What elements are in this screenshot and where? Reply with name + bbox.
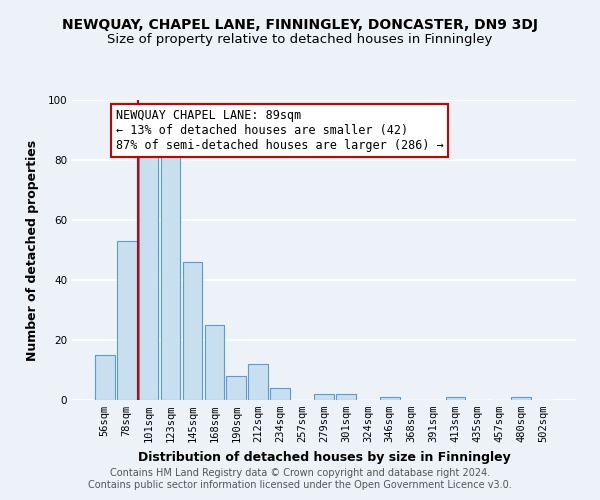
Y-axis label: Number of detached properties: Number of detached properties: [26, 140, 39, 360]
Bar: [511, 397, 531, 400]
Bar: [95, 355, 115, 400]
Bar: [248, 364, 268, 400]
Bar: [205, 325, 224, 400]
Bar: [446, 397, 466, 400]
Bar: [182, 262, 202, 400]
Bar: [139, 157, 158, 400]
Bar: [117, 241, 137, 400]
Text: Contains HM Land Registry data © Crown copyright and database right 2024.
Contai: Contains HM Land Registry data © Crown c…: [88, 468, 512, 490]
Text: Size of property relative to detached houses in Finningley: Size of property relative to detached ho…: [107, 32, 493, 46]
Bar: [270, 388, 290, 400]
Bar: [226, 376, 246, 400]
X-axis label: Distribution of detached houses by size in Finningley: Distribution of detached houses by size …: [137, 450, 511, 464]
Text: NEWQUAY, CHAPEL LANE, FINNINGLEY, DONCASTER, DN9 3DJ: NEWQUAY, CHAPEL LANE, FINNINGLEY, DONCAS…: [62, 18, 538, 32]
Bar: [336, 394, 356, 400]
Bar: [161, 148, 181, 400]
Text: NEWQUAY CHAPEL LANE: 89sqm
← 13% of detached houses are smaller (42)
87% of semi: NEWQUAY CHAPEL LANE: 89sqm ← 13% of deta…: [116, 109, 443, 152]
Bar: [380, 397, 400, 400]
Bar: [314, 394, 334, 400]
